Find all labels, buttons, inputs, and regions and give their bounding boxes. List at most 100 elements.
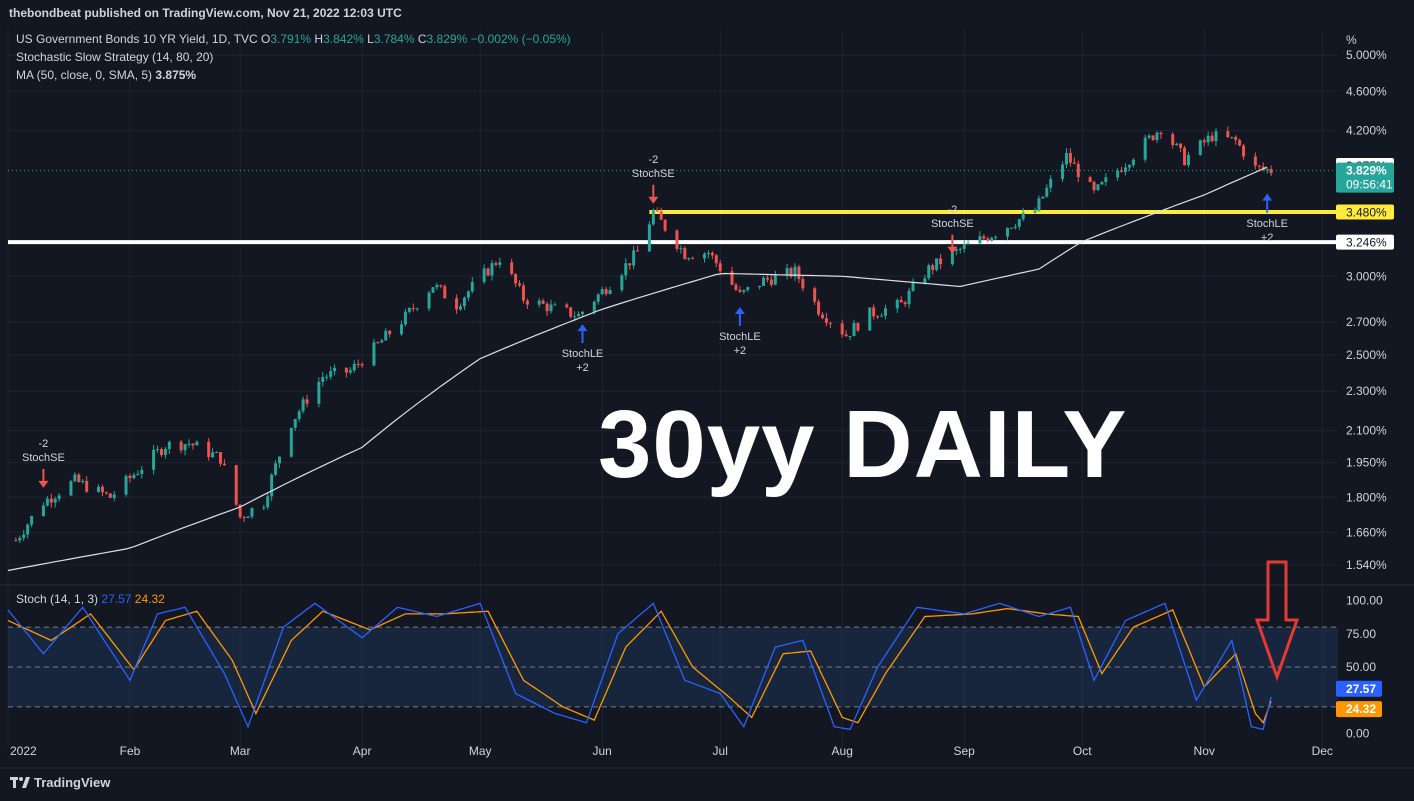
candle-body — [462, 297, 466, 307]
candle-body — [159, 449, 163, 456]
strategy-label-line1: StochLE — [561, 348, 604, 361]
candle-body — [541, 300, 545, 304]
candle-body — [844, 334, 848, 337]
candle-body — [883, 308, 887, 316]
tradingview-logo-icon — [10, 776, 30, 788]
candle-body — [1021, 212, 1025, 220]
candle-body — [1238, 140, 1242, 146]
candle-body — [565, 304, 569, 308]
candle-body — [817, 301, 821, 315]
candle-body — [1242, 145, 1246, 157]
candle-body — [1143, 137, 1147, 160]
stoch-value-label — [1336, 680, 1382, 697]
candle-body — [1096, 184, 1100, 191]
candle-body — [18, 537, 22, 541]
candle-body — [246, 516, 250, 518]
candle-body — [1226, 131, 1230, 138]
candle-body — [1253, 156, 1257, 166]
candle-body — [927, 265, 931, 279]
candle-body — [840, 323, 844, 335]
candle-body — [655, 210, 659, 212]
candle-body — [191, 443, 195, 446]
candle-body — [1175, 143, 1179, 146]
candle-body — [1257, 165, 1261, 167]
candle-body — [179, 441, 183, 451]
candle-body — [156, 449, 160, 451]
price-label-white — [1336, 234, 1394, 250]
candle-body — [935, 258, 939, 270]
candle-body — [1041, 196, 1045, 199]
price-tick-label: 1.950% — [1346, 456, 1387, 470]
stoch-value-text: 24.32 — [1346, 702, 1376, 716]
candle-body — [569, 307, 573, 317]
tradingview-brand[interactable]: TradingView — [10, 775, 110, 790]
price-tick-label: 2.300% — [1346, 384, 1387, 398]
candle-body — [234, 465, 238, 505]
candle-body — [679, 247, 683, 249]
strategy-label-line2: +2 — [576, 362, 589, 375]
stoch-tick-label: 0.00 — [1346, 726, 1370, 740]
candle-body — [691, 258, 695, 260]
price-tick-label: 2.100% — [1346, 424, 1387, 438]
candle-body — [580, 311, 584, 315]
candle-body — [1265, 169, 1269, 171]
time-tick-label: Jun — [592, 744, 611, 758]
candle-body — [1037, 198, 1041, 211]
candle-body — [427, 292, 431, 309]
candle-body — [958, 248, 962, 250]
candle-body — [608, 290, 612, 294]
candle-body — [1198, 140, 1202, 155]
candle-body — [577, 314, 581, 317]
candle-body — [592, 301, 596, 312]
symbol-legend[interactable]: US Government Bonds 10 YR Yield, 1D, TVC… — [16, 32, 571, 46]
price-tick-label: 2.500% — [1346, 348, 1387, 362]
down-arrow-annotation-icon — [1254, 560, 1300, 682]
strategy-label-short: -2 StochSE — [931, 203, 974, 231]
candle-body — [990, 237, 994, 241]
stoch-lines — [7, 602, 1272, 731]
candle-body — [376, 342, 380, 344]
candle-body — [372, 342, 376, 366]
candle-body — [317, 381, 321, 404]
ma-legend[interactable]: MA (50, close, 0, SMA, 5) 3.875% — [16, 68, 196, 82]
ohlc-change: −0.002% (−0.05%) — [470, 32, 571, 46]
candle-body — [876, 316, 880, 318]
horizontal-lines[interactable] — [8, 210, 1338, 245]
candle-body — [962, 244, 966, 249]
stoch-band — [8, 626, 1338, 708]
candle-body — [537, 300, 541, 305]
candle-body — [521, 285, 525, 301]
candle-body — [1049, 178, 1053, 188]
candle-body — [632, 250, 636, 266]
candle-body — [1183, 147, 1187, 166]
candle-body — [624, 263, 628, 276]
candle-body — [490, 263, 494, 276]
strategy-label-line1: -2 — [38, 437, 49, 450]
candle-body — [1013, 226, 1017, 228]
candle-body — [813, 288, 817, 302]
candle-body — [388, 330, 392, 335]
candle-body — [305, 399, 309, 404]
candle-body — [274, 463, 278, 475]
candle-body — [266, 496, 270, 508]
candle-body — [734, 284, 738, 290]
candle-body — [828, 322, 832, 324]
strategy-legend[interactable]: Stochastic Slow Strategy (14, 80, 20) — [16, 50, 214, 64]
candle-body — [903, 302, 907, 305]
candle-body — [636, 250, 640, 252]
candle-body — [100, 486, 104, 493]
candle-body — [1116, 170, 1120, 178]
candle-body — [325, 376, 329, 378]
stoch-value-text: 27.57 — [1346, 682, 1376, 696]
stoch-tick-label: 75.00 — [1346, 627, 1376, 641]
candle-body — [407, 308, 411, 312]
candle-body — [1104, 177, 1108, 182]
candle-body — [923, 278, 927, 283]
candle-body — [1155, 132, 1159, 141]
stoch-legend[interactable]: Stoch (14, 1, 3) 27.57 24.32 — [16, 592, 165, 606]
candle-body — [793, 266, 797, 277]
candle-body — [939, 258, 943, 265]
strategy-label-line2: StochSE — [22, 451, 65, 464]
candle-body — [1045, 187, 1049, 197]
